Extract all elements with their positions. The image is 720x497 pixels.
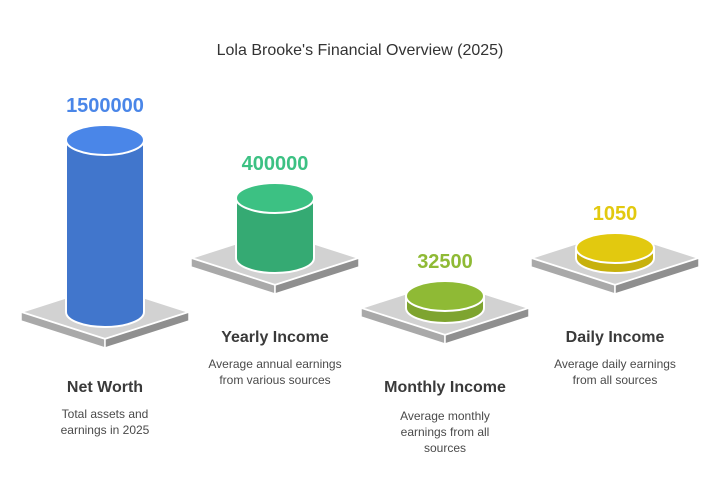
category-description: Average monthly	[400, 409, 490, 423]
value-label: 1500000	[66, 95, 144, 117]
category-description: Average daily earnings	[554, 357, 676, 371]
category-description: from all sources	[573, 373, 658, 387]
chart-marks: 1500000 Net Worth Total assets and earnings…	[20, 95, 700, 455]
category-description: Total assets and	[62, 407, 149, 421]
platform-side-right	[104, 311, 190, 349]
category-description: sources	[424, 441, 466, 455]
platform-side-right	[274, 257, 360, 295]
value-label: 32500	[417, 251, 473, 273]
category-description: Average annual earnings	[208, 357, 341, 371]
bar-body	[235, 197, 315, 274]
category-label: Yearly Income	[221, 329, 329, 346]
category-label: Monthly Income	[384, 379, 506, 396]
chart-title: Lola Brooke's Financial Overview (2025)	[217, 42, 504, 59]
category-description: earnings from all	[401, 425, 490, 439]
category-label: Daily Income	[566, 329, 665, 346]
bar-top	[65, 124, 145, 156]
category-description: earnings in 2025	[61, 423, 150, 437]
value-label: 400000	[242, 153, 309, 175]
platform-side-right	[444, 307, 530, 345]
bar-top	[405, 280, 485, 312]
category-description: from various sources	[219, 373, 330, 387]
bar-body	[65, 139, 145, 328]
bar-top	[575, 232, 655, 264]
value-label: 1050	[593, 203, 638, 225]
platform-side-right	[614, 257, 700, 295]
category-label: Net Worth	[67, 379, 143, 396]
bar-top	[235, 182, 315, 214]
